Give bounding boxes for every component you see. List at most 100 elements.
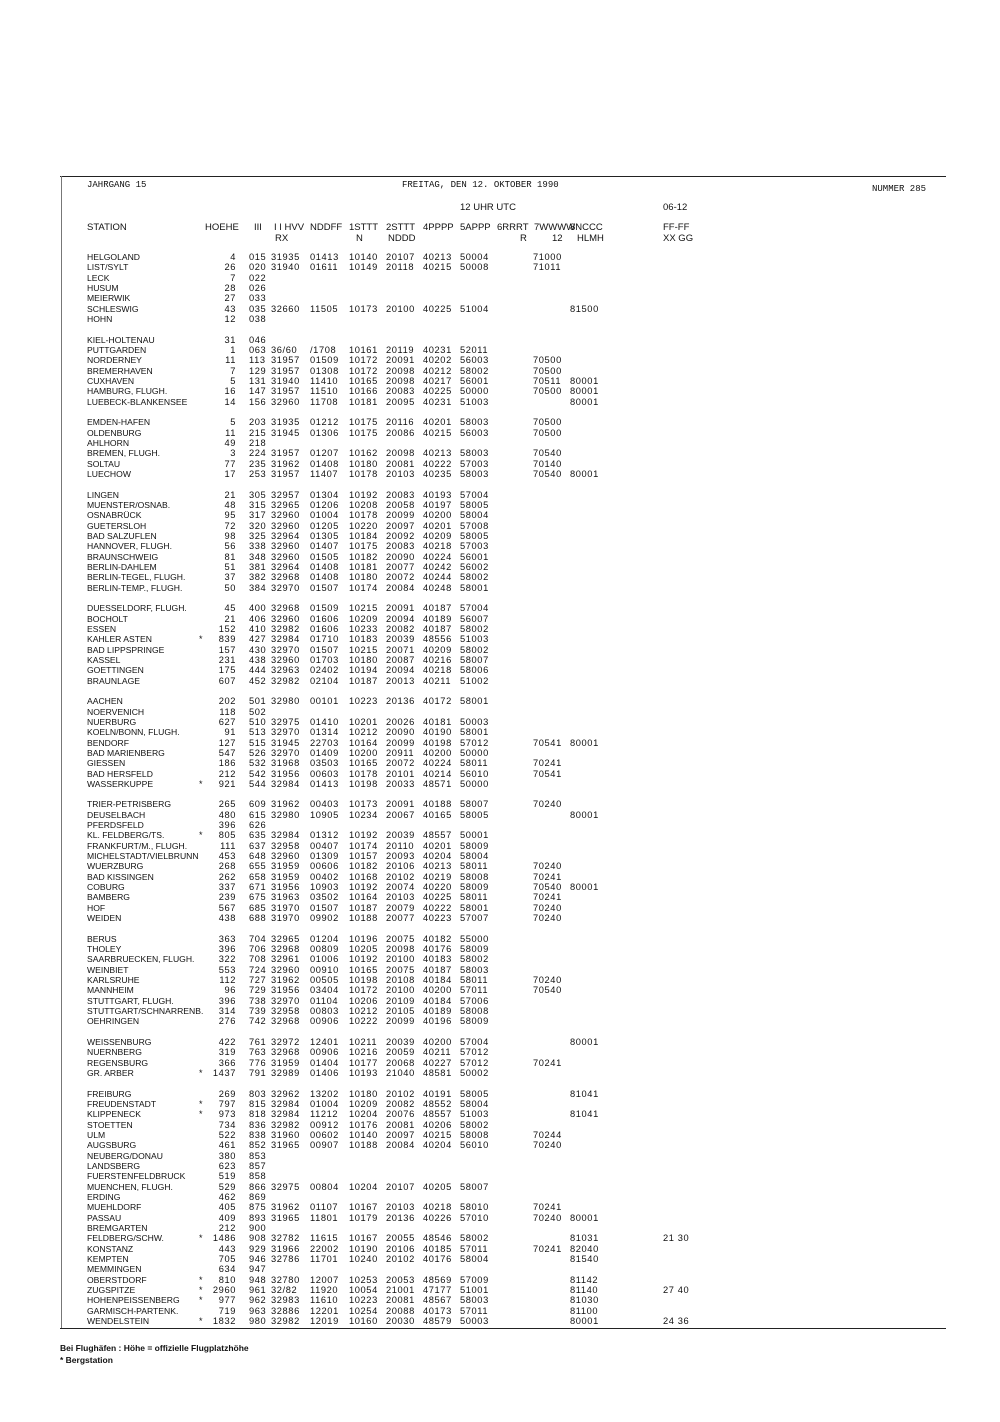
- group-2sttt: 20098: [386, 375, 415, 386]
- group-4pppp: 40200: [423, 1037, 452, 1048]
- station-id: 526: [249, 747, 267, 758]
- station-id: 791: [249, 1068, 267, 1079]
- group-4pppp: 40202: [423, 355, 452, 366]
- station-name: THOLEY: [87, 944, 122, 955]
- station-id: 215: [249, 427, 267, 438]
- group-1sttt: 10180: [349, 1088, 378, 1099]
- station-name: SOLTAU: [87, 458, 121, 469]
- hoehe: 21: [224, 489, 236, 500]
- group-2sttt: 21001: [386, 1285, 415, 1295]
- group-4pppp: 40211: [423, 1047, 452, 1058]
- group-nddff: 01404: [310, 1057, 339, 1068]
- group-nddff: 12019: [310, 1315, 339, 1326]
- group-nddff: 01312: [310, 830, 339, 841]
- station-id: 776: [249, 1057, 267, 1068]
- group-1sttt: 10208: [349, 499, 378, 510]
- station-id: 704: [249, 933, 267, 944]
- group-4pppp: 40197: [423, 499, 452, 510]
- group-7wwww: 70540: [533, 985, 562, 996]
- group-nddff: 00101: [310, 696, 339, 707]
- group-5appp: 57011: [460, 1305, 489, 1316]
- group-iihvv: 32960: [271, 510, 300, 521]
- group-5appp: 58005: [460, 499, 489, 510]
- group-4pppp: 40187: [423, 603, 452, 614]
- group-nddff: 00907: [310, 1140, 339, 1151]
- group-iihvv: 31959: [271, 861, 300, 872]
- station-name: HANNOVER, FLUGH.: [87, 541, 172, 552]
- group-8nccc: 81030: [570, 1295, 599, 1306]
- group-4pppp: 40201: [423, 840, 452, 851]
- hoehe: 805: [218, 830, 236, 841]
- group-1sttt: 10165: [349, 964, 378, 975]
- group-2sttt: 20109: [386, 995, 415, 1006]
- group-4pppp: 40181: [423, 716, 452, 727]
- header-g7: 7WWWW: [534, 222, 576, 233]
- station-name: HOF: [87, 902, 106, 913]
- group-4pppp: 40227: [423, 1057, 452, 1068]
- header-g3-sub: N: [356, 233, 363, 244]
- group-1sttt: 10183: [349, 634, 378, 645]
- hoehe: 519: [218, 1171, 236, 1182]
- group-2sttt: 20075: [386, 964, 415, 975]
- hoehe: 380: [218, 1150, 236, 1161]
- group-2sttt: 20067: [386, 809, 415, 820]
- group-4pppp: 40189: [423, 1006, 452, 1017]
- hoehe: 607: [218, 675, 236, 686]
- group-5appp: 56001: [460, 375, 489, 386]
- group-5appp: 57008: [460, 520, 489, 531]
- group-4pppp: 40248: [423, 582, 452, 593]
- group-5appp: 58004: [460, 510, 489, 521]
- group-8nccc: 81142: [570, 1274, 599, 1285]
- header-hoehe: HOEHE: [205, 222, 239, 233]
- hoehe: 48: [224, 499, 236, 510]
- hoehe: 43: [224, 303, 236, 314]
- station-name: HAMBURG, FLUGH.: [87, 386, 168, 397]
- group-iihvv: 31962: [271, 458, 300, 469]
- group-5appp: 58001: [460, 727, 489, 738]
- group-4pppp: 40218: [423, 541, 452, 552]
- group-iihvv: 32968: [271, 603, 300, 614]
- hoehe: 28: [224, 282, 236, 293]
- hoehe: 2960: [212, 1285, 236, 1295]
- group-iihvv: 31965: [271, 1212, 300, 1223]
- group-1sttt: 10172: [349, 985, 378, 996]
- group-4pppp: 40187: [423, 964, 452, 975]
- group-7wwww: 70241: [533, 1202, 562, 1213]
- station-name: REGENSBURG: [87, 1057, 149, 1068]
- group-4pppp: 48567: [423, 1295, 452, 1306]
- group-5appp: 57003: [460, 458, 489, 469]
- group-7wwww: 70540: [533, 468, 562, 479]
- group-4pppp: 40189: [423, 613, 452, 624]
- station-name: BRAUNSCHWEIG: [87, 551, 159, 562]
- group-iihvv: 32957: [271, 489, 300, 500]
- group-1sttt: 10172: [349, 365, 378, 376]
- hoehe: 112: [219, 975, 236, 986]
- station-name: NUERNBERG: [87, 1047, 142, 1058]
- group-4pppp: 48557: [423, 1109, 452, 1120]
- station-name: KEMPTEN: [87, 1254, 129, 1264]
- hoehe: 921: [218, 778, 236, 789]
- group-iihvv: 32984: [271, 1099, 300, 1110]
- hoehe: 522: [218, 1130, 236, 1141]
- group-1sttt: 10168: [349, 871, 378, 882]
- group-7wwww: 70140: [533, 458, 562, 469]
- station-name: KIEL-HOLTENAU: [87, 334, 155, 345]
- group-1sttt: 10192: [349, 489, 378, 500]
- group-2sttt: 20072: [386, 758, 415, 769]
- group-7wwww: 70241: [533, 1243, 562, 1254]
- station-name: MICHELSTADT/VIELBRUNN: [87, 851, 199, 862]
- hoehe: 1437: [212, 1068, 236, 1079]
- group-2sttt: 20100: [386, 303, 415, 314]
- group-1sttt: 10205: [349, 944, 378, 955]
- station-name: DUESSELDORF, FLUGH.: [87, 603, 187, 614]
- station-id: 742: [249, 1016, 267, 1027]
- group-4pppp: 40201: [423, 417, 452, 428]
- station-name: BERLIN-TEGEL, FLUGH.: [87, 572, 186, 583]
- hoehe: 462: [218, 1192, 236, 1203]
- station-name: OEHRINGEN: [87, 1016, 140, 1027]
- hoehe: 322: [218, 954, 236, 965]
- hoehe: 453: [218, 851, 236, 862]
- group-1sttt: 10162: [349, 448, 378, 459]
- group-2sttt: 20107: [386, 1181, 415, 1192]
- station-id: 908: [249, 1233, 267, 1244]
